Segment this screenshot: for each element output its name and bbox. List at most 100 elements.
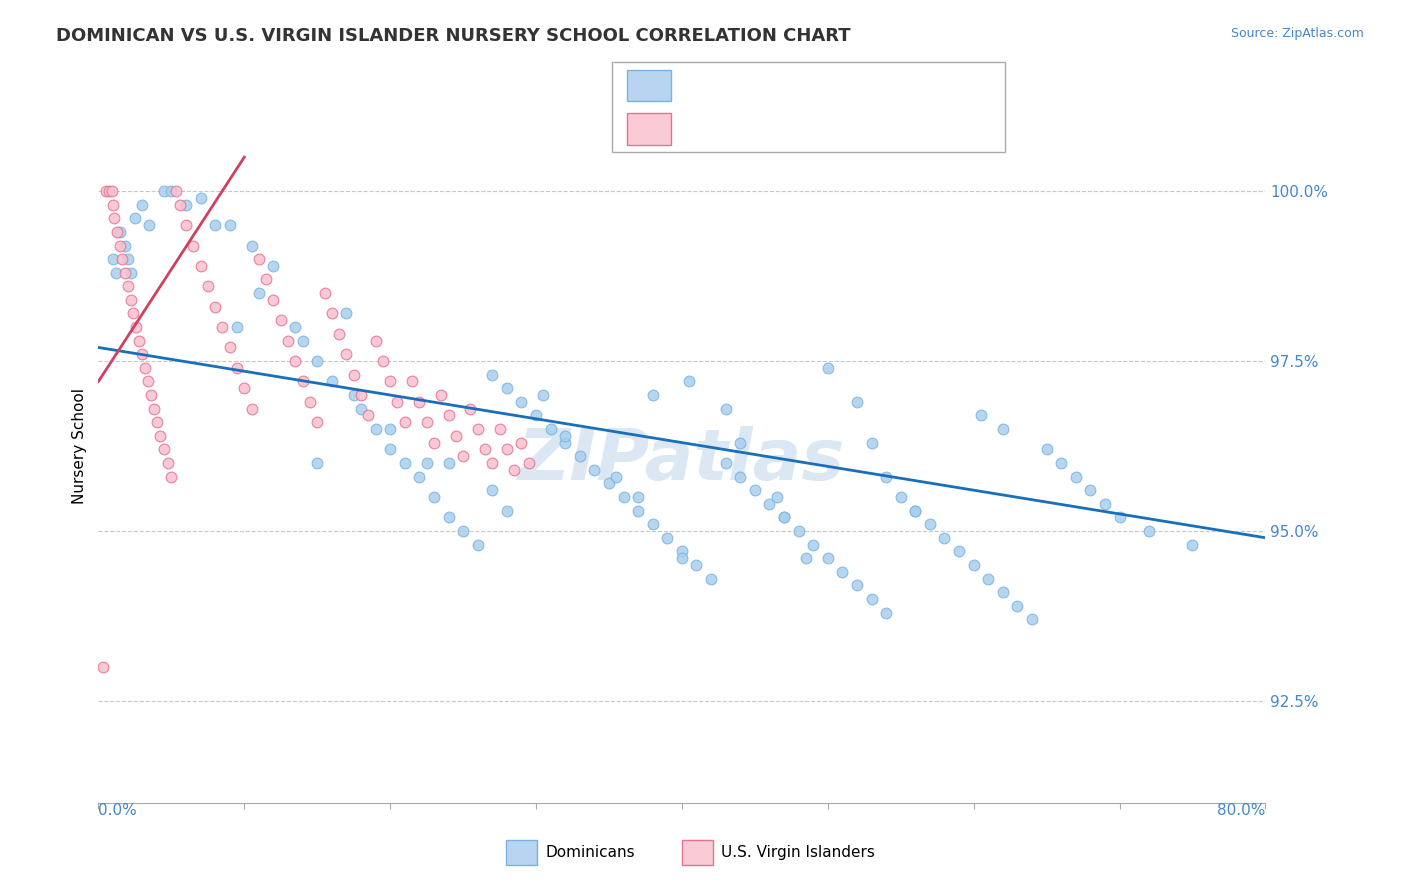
Point xyxy=(890,490,912,504)
Point xyxy=(165,184,187,198)
Point xyxy=(263,293,285,307)
Point xyxy=(627,490,650,504)
Point xyxy=(157,456,180,470)
Point xyxy=(104,266,127,280)
Point xyxy=(394,415,416,429)
Point xyxy=(124,211,146,226)
FancyBboxPatch shape xyxy=(612,62,1005,152)
Point xyxy=(1007,599,1029,613)
Point xyxy=(160,184,183,198)
Point xyxy=(134,360,156,375)
Point xyxy=(962,558,984,572)
Point xyxy=(263,259,285,273)
Point xyxy=(128,334,150,348)
Point xyxy=(1094,497,1116,511)
Point xyxy=(343,368,366,382)
Point xyxy=(160,469,183,483)
Point xyxy=(371,354,394,368)
Point xyxy=(153,184,176,198)
Point xyxy=(496,381,519,395)
Point xyxy=(744,483,766,498)
Point xyxy=(467,537,489,551)
Point xyxy=(401,375,423,389)
Text: U.S. Virgin Islanders: U.S. Virgin Islanders xyxy=(721,846,875,860)
Point xyxy=(204,300,226,314)
Point xyxy=(364,334,387,348)
Point xyxy=(226,360,249,375)
Point xyxy=(948,544,970,558)
Text: R =  0.279: R = 0.279 xyxy=(690,121,772,136)
Point xyxy=(415,415,437,429)
Point xyxy=(110,238,132,252)
Point xyxy=(817,360,839,375)
Text: DOMINICAN VS U.S. VIRGIN ISLANDER NURSERY SCHOOL CORRELATION CHART: DOMINICAN VS U.S. VIRGIN ISLANDER NURSER… xyxy=(56,27,851,45)
Point xyxy=(474,442,496,457)
Point xyxy=(831,565,853,579)
Point xyxy=(437,409,460,423)
Text: Dominicans: Dominicans xyxy=(546,846,636,860)
Point xyxy=(387,394,409,409)
Point xyxy=(197,279,219,293)
Point xyxy=(307,354,329,368)
Point xyxy=(846,394,869,409)
Point xyxy=(540,422,562,436)
Point xyxy=(204,218,226,232)
Point xyxy=(101,198,124,212)
Point xyxy=(254,272,277,286)
Point xyxy=(314,286,336,301)
Point xyxy=(169,198,191,212)
Point xyxy=(343,388,366,402)
Point xyxy=(226,320,249,334)
Point xyxy=(1108,510,1130,524)
Point xyxy=(875,469,897,483)
Point xyxy=(211,320,233,334)
Text: 0.0%: 0.0% xyxy=(98,803,138,818)
Point xyxy=(1035,442,1057,457)
Point xyxy=(481,483,503,498)
Point xyxy=(496,503,519,517)
Point xyxy=(328,326,350,341)
Point xyxy=(117,279,139,293)
Point xyxy=(568,449,591,463)
Point xyxy=(524,409,547,423)
Point xyxy=(765,490,787,504)
Point xyxy=(1181,537,1204,551)
Point xyxy=(139,388,162,402)
Point xyxy=(291,334,314,348)
Point xyxy=(460,401,482,416)
Point xyxy=(110,225,132,239)
Point xyxy=(270,313,292,327)
Point xyxy=(190,191,212,205)
Point xyxy=(136,375,159,389)
Point xyxy=(233,381,256,395)
Point xyxy=(444,429,467,443)
Point xyxy=(641,388,664,402)
Point xyxy=(357,409,380,423)
Point xyxy=(510,394,533,409)
Point xyxy=(408,469,430,483)
Point xyxy=(730,435,752,450)
FancyBboxPatch shape xyxy=(627,70,671,101)
Point xyxy=(1137,524,1160,538)
Point xyxy=(437,510,460,524)
Point xyxy=(554,429,576,443)
Point xyxy=(605,469,627,483)
Point xyxy=(671,544,693,558)
Point xyxy=(394,456,416,470)
Point xyxy=(977,572,1000,586)
Point xyxy=(860,435,883,450)
Point xyxy=(875,606,897,620)
Point xyxy=(678,375,700,389)
Point xyxy=(174,198,197,212)
Point xyxy=(247,286,270,301)
Point xyxy=(1050,456,1073,470)
Point xyxy=(700,572,723,586)
Text: N = 105: N = 105 xyxy=(868,78,931,93)
Point xyxy=(437,456,460,470)
Point xyxy=(904,503,927,517)
Point xyxy=(787,524,810,538)
Point xyxy=(794,551,817,566)
Point xyxy=(105,225,128,239)
Point xyxy=(100,184,122,198)
Point xyxy=(364,422,387,436)
